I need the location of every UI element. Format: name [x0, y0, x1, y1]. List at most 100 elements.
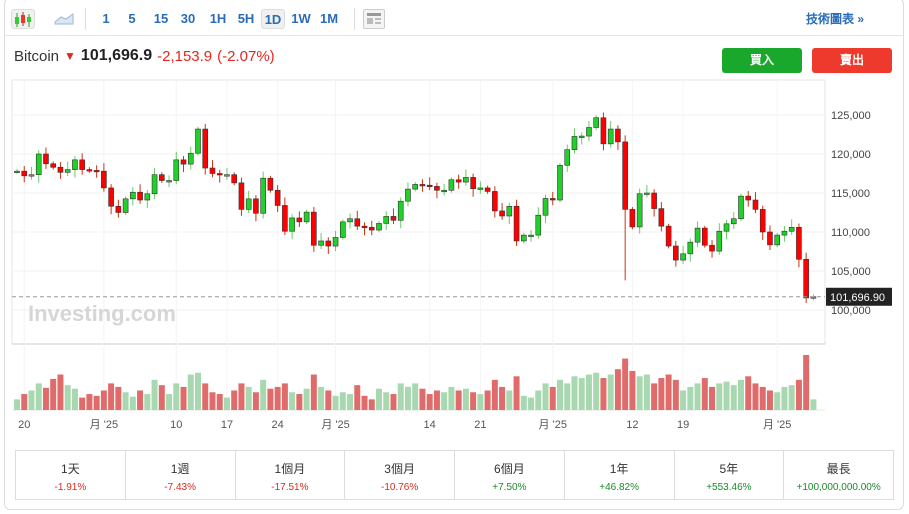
interval-15[interactable]: 15	[153, 11, 169, 26]
candle-body	[390, 216, 397, 221]
candle-body	[767, 231, 773, 246]
volume-bar	[115, 386, 122, 410]
volume-bar	[42, 387, 49, 410]
candle	[339, 219, 346, 240]
period-change: -1.91%	[54, 482, 87, 493]
x-tick-label: 12	[626, 419, 638, 431]
price-chart[interactable]: 125,000 120,000 115,000 110,000 105,000 100,0…	[0, 0, 909, 440]
volume-bar	[578, 378, 585, 410]
period-label: 最長	[826, 462, 851, 476]
volume-bar	[368, 399, 375, 410]
interval-1w[interactable]: 1W	[291, 11, 311, 26]
technical-chart-link[interactable]: 技術圖表 »	[805, 12, 864, 26]
interval-5h[interactable]: 5H	[237, 11, 255, 26]
candle	[86, 167, 93, 173]
candle-body	[101, 170, 107, 189]
candle-body	[57, 166, 64, 173]
candle	[216, 169, 223, 183]
candle	[665, 223, 672, 249]
volume-bar	[180, 386, 187, 410]
candle	[484, 185, 491, 194]
candle	[593, 115, 600, 130]
interval-1d[interactable]: 1D	[261, 9, 285, 29]
interval-1[interactable]: 1	[102, 11, 110, 26]
candle-body	[694, 227, 701, 243]
period-label: 3個月	[384, 462, 415, 476]
candle	[803, 252, 809, 304]
candle-body	[202, 128, 209, 169]
interval-1m[interactable]: 1M	[319, 11, 339, 26]
volume-bar	[651, 383, 658, 410]
candle-body	[173, 159, 180, 181]
candle-body	[166, 180, 172, 183]
volume-bar	[339, 392, 346, 410]
volume-bar	[332, 395, 339, 410]
buy-button[interactable]: 買入	[722, 48, 802, 73]
candle-body	[180, 159, 187, 165]
volume-bar	[108, 383, 115, 410]
last-price: 101,696.9	[80, 47, 153, 64]
candle-body	[43, 153, 49, 165]
candle	[571, 128, 578, 154]
x-tick-label: 月 '25	[763, 419, 791, 431]
period-label: 6個月	[494, 462, 525, 476]
period-change: -17.51%	[271, 482, 309, 493]
x-tick-label: 24	[272, 419, 284, 431]
performance-cell: 最長 +100,000,000.00%	[784, 451, 893, 499]
candle-body	[108, 187, 114, 207]
candle-body	[311, 211, 317, 246]
candle-body	[137, 191, 143, 201]
interval-5[interactable]: 5	[128, 11, 136, 26]
candle-body	[115, 205, 122, 213]
sell-button[interactable]: 賣出	[812, 48, 892, 73]
volume-bar	[672, 379, 679, 410]
volume-bar	[267, 388, 274, 410]
candle	[296, 211, 303, 228]
candle	[463, 169, 469, 186]
candle-body	[673, 245, 679, 261]
candle	[231, 172, 237, 186]
x-tick-label: 20	[18, 419, 30, 431]
candle-body	[361, 225, 368, 228]
candle	[361, 222, 368, 236]
candle	[332, 230, 339, 252]
candle	[651, 189, 657, 217]
candle-body	[368, 227, 375, 231]
volume-bar	[166, 394, 173, 410]
area-chart-icon[interactable]	[52, 9, 76, 29]
candle	[64, 161, 71, 177]
candle	[578, 132, 585, 145]
candle	[238, 177, 245, 216]
volume-bar	[716, 383, 723, 410]
layout-icon[interactable]	[363, 9, 385, 29]
candle	[535, 207, 542, 239]
performance-cell: 1個月 -17.51%	[236, 451, 346, 499]
candle	[57, 162, 64, 179]
candle	[636, 188, 643, 234]
interval-30[interactable]: 30	[180, 11, 196, 26]
interval-1h[interactable]: 1H	[209, 11, 227, 26]
candlestick-icon[interactable]	[11, 9, 35, 29]
volume-bar	[426, 394, 433, 410]
candle	[557, 162, 563, 203]
candle-body	[513, 205, 520, 242]
volume-bar	[397, 383, 404, 410]
candle-body	[477, 187, 484, 190]
candle-body	[441, 189, 447, 193]
volume-bar	[607, 374, 614, 410]
candle	[72, 156, 78, 178]
candle	[311, 206, 317, 252]
candle	[267, 175, 274, 193]
candle-body	[274, 189, 281, 206]
candle-body	[216, 173, 223, 176]
candle-body	[549, 198, 556, 201]
candle-body	[405, 188, 411, 202]
candle	[144, 190, 151, 208]
period-change: +553.46%	[706, 482, 752, 493]
candle-body	[151, 174, 158, 195]
volume-bar	[477, 394, 484, 410]
candle-body	[144, 193, 151, 201]
candle-body	[593, 117, 600, 128]
candle	[180, 156, 187, 173]
candle-body	[470, 177, 476, 190]
